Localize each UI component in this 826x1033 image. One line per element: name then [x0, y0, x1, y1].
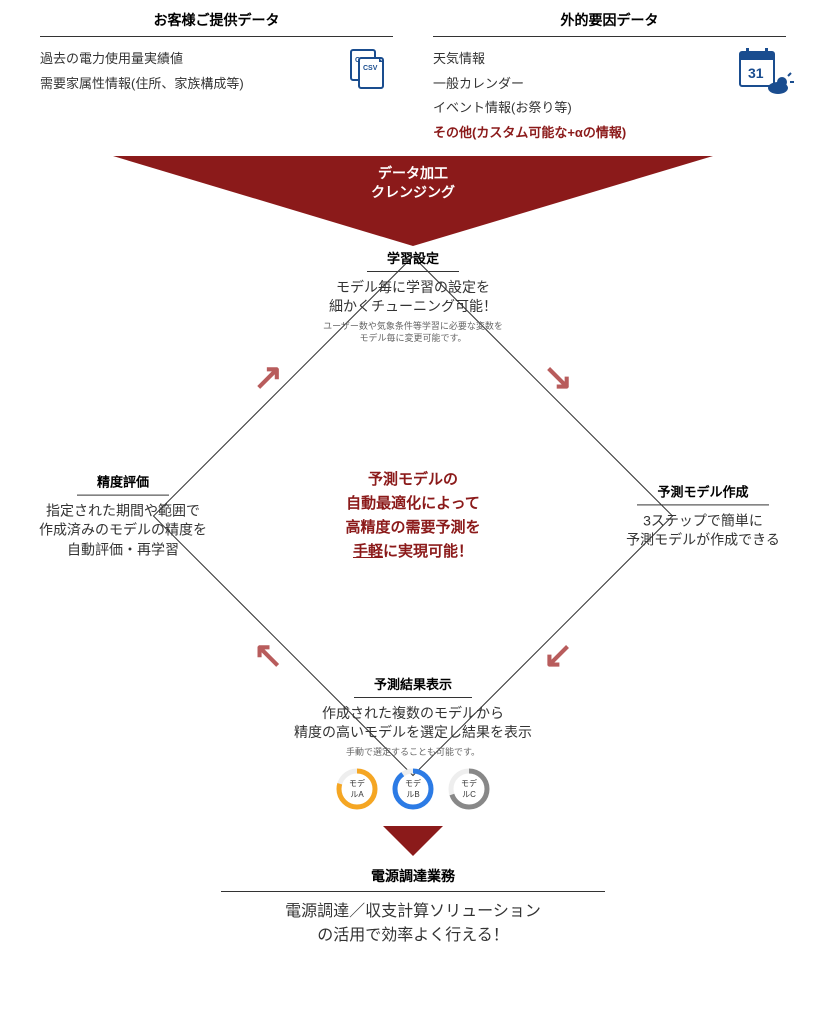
top-data-sources: お客様ご提供データ 過去の電力使用量実績値 需要家属性情報(住所、家族構成等) … — [0, 0, 826, 146]
center-l1: 予測モデルの — [368, 471, 458, 488]
corner-top-sub: ユーザー数や気象条件等学習に必要な変数を モデル毎に変更可能です。 — [233, 321, 593, 344]
down-arrow-icon — [383, 826, 443, 856]
corner-bottom-sub: 手動で選定することも可能です。 — [203, 747, 623, 759]
csv-files-icon: CSV CSV — [345, 46, 393, 99]
external-data-items: 天気情報 一般カレンダー イベント情報(お祭り等) その他(カスタム可能な+αの… — [433, 47, 786, 146]
diamond-center-text: 予測モデルの 自動最適化によって 高精度の需要予測を 手軽に実現可能！ — [303, 468, 523, 564]
model-ring-c: モデルC — [447, 767, 491, 811]
corner-bottom-text: 作成された複数のモデルから 精度の高いモデルを選定し結果を表示 — [203, 704, 623, 743]
customer-data-header: お客様ご提供データ — [40, 10, 393, 37]
svg-text:CSV: CSV — [363, 65, 378, 72]
corner-bottom-header: 予測結果表示 — [354, 674, 472, 698]
customer-data-items: 過去の電力使用量実績値 需要家属性情報(住所、家族構成等) — [40, 47, 393, 96]
final-section: 電源調達業務 電源調達／収支計算ソリューション の活用で効率よく行える！ — [163, 866, 663, 948]
corner-left-text: 指定された期間や範囲で 作成済みのモデルの精度を 自動評価・再学習 — [3, 501, 243, 560]
calendar-weather-icon: 31 — [736, 46, 796, 105]
customer-item-0: 過去の電力使用量実績値 — [40, 47, 393, 72]
corner-bottom: 予測結果表示 作成された複数のモデルから 精度の高いモデルを選定し結果を表示 手… — [203, 674, 623, 811]
corner-right: 予測モデル作成 3ステップで簡単に 予測モデルが作成できる — [583, 481, 823, 550]
center-l4-underline: 手軽 — [353, 543, 383, 560]
customer-data-column: お客様ご提供データ 過去の電力使用量実績値 需要家属性情報(住所、家族構成等) … — [40, 10, 393, 146]
center-l2: 自動最適化によって — [346, 495, 480, 512]
model-rings: モデルA モデルB モデルC — [203, 767, 623, 811]
corner-right-header: 予測モデル作成 — [637, 481, 768, 505]
funnel-label: データ加工 クレンジング — [113, 164, 713, 203]
model-ring-a: モデルA — [335, 767, 379, 811]
corner-top-text: モデル毎に学習の設定を 細かくチューニング可能！ — [233, 278, 593, 317]
corner-left: 精度評価 指定された期間や範囲で 作成済みのモデルの精度を 自動評価・再学習 — [3, 471, 243, 560]
arrow-bottom-right-icon: ↙ — [543, 634, 573, 676]
final-text: 電源調達／収支計算ソリューション の活用で効率よく行える！ — [163, 900, 663, 948]
external-data-column: 外的要因データ 天気情報 一般カレンダー イベント情報(お祭り等) その他(カス… — [433, 10, 786, 146]
corner-top: 学習設定 モデル毎に学習の設定を 細かくチューニング可能！ ユーザー数や気象条件… — [233, 248, 593, 345]
external-item-highlight: その他(カスタム可能な+αの情報) — [433, 121, 786, 146]
model-ring-b: モデルB — [391, 767, 435, 811]
arrow-bottom-left-icon: ↖ — [253, 634, 283, 676]
final-header: 電源調達業務 — [221, 866, 605, 892]
center-l3: 高精度の需要予測を — [345, 519, 480, 536]
corner-right-text: 3ステップで簡単に 予測モデルが作成できる — [583, 511, 823, 550]
model-a-label: モデルA — [346, 778, 368, 800]
external-item-0: 天気情報 — [433, 47, 786, 72]
customer-item-1: 需要家属性情報(住所、家族構成等) — [40, 72, 393, 97]
funnel-line1: データ加工 — [378, 165, 448, 181]
arrow-top-right-icon: ↘ — [543, 356, 573, 398]
funnel-section: データ加工 クレンジング — [113, 156, 713, 246]
funnel-line2: クレンジング — [371, 184, 455, 200]
model-b-label: モデルB — [402, 778, 424, 800]
corner-top-header: 学習設定 — [367, 248, 459, 272]
arrow-top-left-icon: ↗ — [253, 356, 283, 398]
corner-left-header: 精度評価 — [77, 471, 169, 495]
external-item-2: イベント情報(お祭り等) — [433, 96, 786, 121]
external-item-1: 一般カレンダー — [433, 72, 786, 97]
center-l4-suffix: に実現可能！ — [383, 543, 473, 560]
model-c-label: モデルC — [458, 778, 480, 800]
svg-text:31: 31 — [748, 65, 764, 81]
diamond-cycle: 予測モデルの 自動最適化によって 高精度の需要予測を 手軽に実現可能！ 学習設定… — [153, 256, 673, 776]
external-data-header: 外的要因データ — [433, 10, 786, 37]
